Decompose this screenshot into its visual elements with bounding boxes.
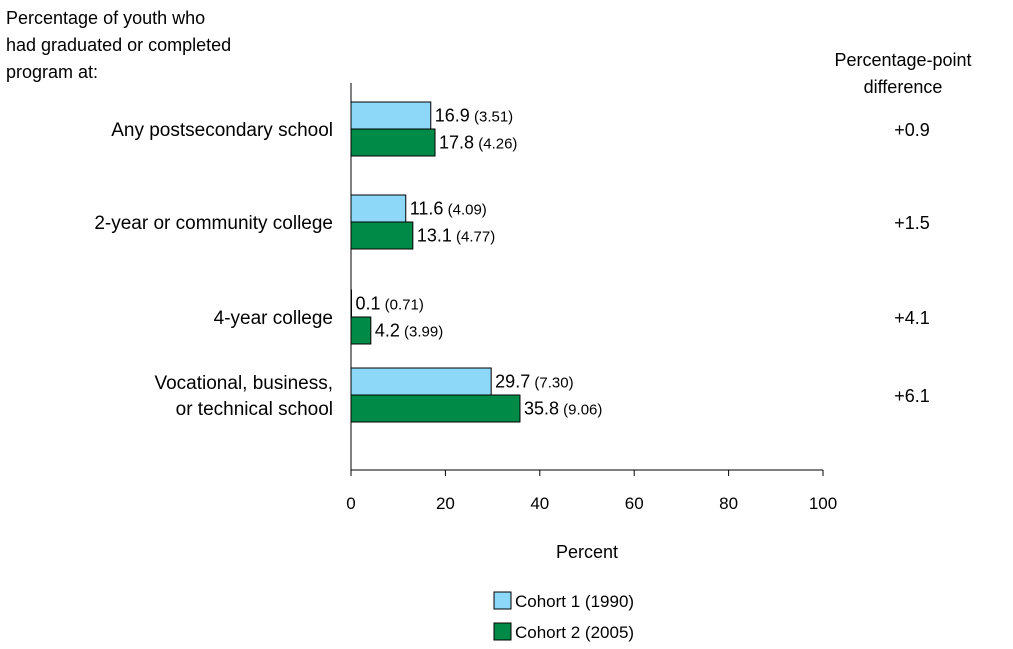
bar-value-label: 13.1 (4.77) <box>417 226 495 246</box>
bar-value-label: 16.9 (3.51) <box>435 106 513 126</box>
bar-cohort-1 <box>351 368 491 395</box>
x-tick-label: 100 <box>809 494 837 513</box>
bar-value-label: 4.2 (3.99) <box>375 321 443 341</box>
bar-cohort-1 <box>351 102 431 129</box>
legend-label-cohort-1: Cohort 1 (1990) <box>515 592 634 611</box>
bar-cohort-2 <box>351 222 413 249</box>
legend-swatch-cohort-2 <box>494 623 511 640</box>
category-label: 4-year college <box>214 308 333 329</box>
legend-label-cohort-2: Cohort 2 (2005) <box>515 623 634 642</box>
bar-value-label: 29.7 (7.30) <box>495 372 573 392</box>
difference-value: +4.1 <box>894 308 930 328</box>
bar-cohort-2 <box>351 395 520 422</box>
x-tick-label: 80 <box>719 494 738 513</box>
bar-value-label: 35.8 (9.06) <box>524 399 602 419</box>
bar-value-label: 11.6 (4.09) <box>410 199 487 219</box>
category-label: 2-year or community college <box>94 213 333 234</box>
difference-value: +1.5 <box>894 213 930 233</box>
category-label: Any postsecondary school <box>111 120 333 141</box>
bar-cohort-2 <box>351 129 435 156</box>
legend-swatch-cohort-1 <box>494 592 511 609</box>
bar-value-label: 0.1 (0.71) <box>355 294 423 314</box>
x-tick-label: 40 <box>530 494 549 513</box>
difference-value: +0.9 <box>894 120 930 140</box>
difference-value: +6.1 <box>894 386 930 406</box>
x-axis-label: Percent <box>556 542 618 562</box>
bar-cohort-2 <box>351 317 371 344</box>
category-label: Vocational, business, <box>154 373 333 394</box>
bar-value-label: 17.8 (4.26) <box>439 133 517 153</box>
x-tick-label: 20 <box>436 494 455 513</box>
bar-cohort-1 <box>351 195 406 222</box>
x-tick-label: 0 <box>346 494 355 513</box>
category-label: or technical school <box>176 399 333 420</box>
x-tick-label: 60 <box>625 494 644 513</box>
